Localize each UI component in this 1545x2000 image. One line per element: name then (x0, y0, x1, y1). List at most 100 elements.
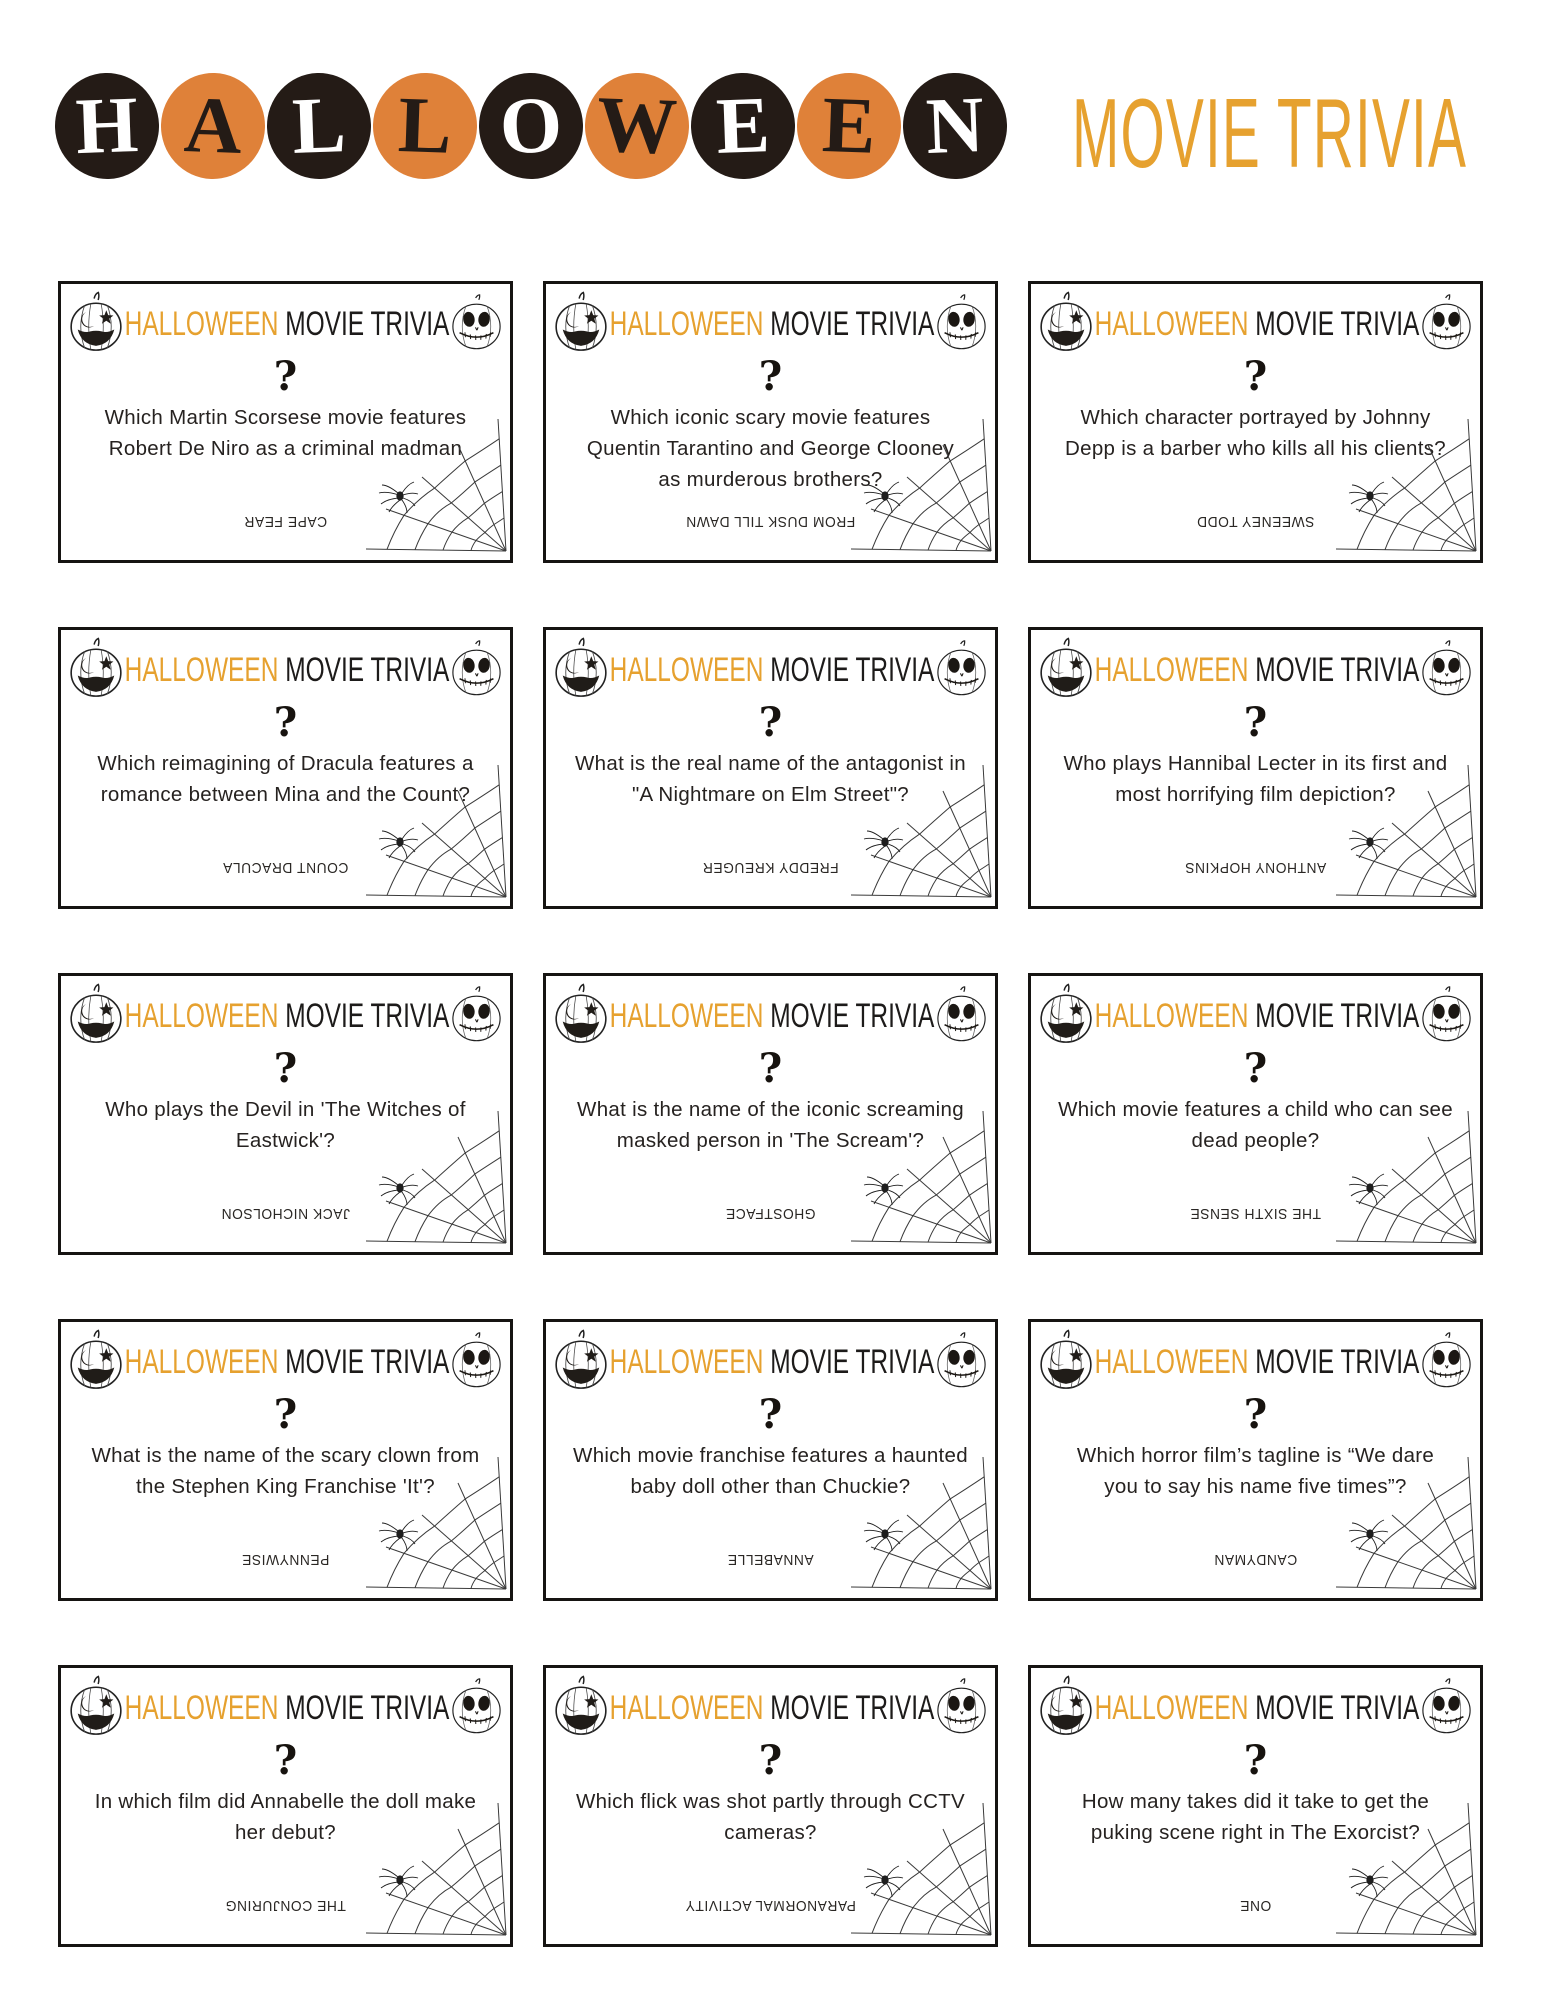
circle-letter: H (74, 80, 140, 172)
letter-circle: E (795, 71, 903, 181)
movie-trivia-label: MOVIE TRIVIA (1248, 1689, 1420, 1727)
trivia-card: HALLOWEEN MOVIE TRIVIA ? Which flick was… (543, 1665, 998, 1947)
card-header: HALLOWEEN MOVIE TRIVIA (546, 982, 995, 1050)
movie-trivia-label: MOVIE TRIVIA (763, 1689, 935, 1727)
scary-pumpkin-icon (448, 984, 505, 1049)
question-mark-icon: ? (1243, 353, 1268, 400)
question-mark-icon: ? (758, 699, 783, 746)
letter-circle: H (53, 71, 161, 181)
trivia-card: HALLOWEEN MOVIE TRIVIA ? How many takes … (1028, 1665, 1483, 1947)
card-question: Which flick was shot partly through CCTV… (575, 1790, 966, 1844)
card-title-box: HALLOWEEN MOVIE TRIVIA (125, 1334, 450, 1390)
spider-icon (1348, 1173, 1389, 1206)
movie-trivia-label: MOVIE TRIVIA (278, 1689, 450, 1727)
card-question: Who plays the Devil in 'The Witches of E… (105, 1098, 466, 1152)
pumpkin-moon-star-icon (1036, 982, 1096, 1050)
scary-pumpkin-icon (1418, 292, 1475, 357)
pumpkin-moon-star-icon (551, 636, 611, 704)
card-answer: THE CONJURING (225, 1897, 346, 1914)
question-mark-icon: ? (1243, 1045, 1268, 1092)
question-mark-icon: ? (273, 1045, 298, 1092)
card-header: HALLOWEEN MOVIE TRIVIA (546, 290, 995, 357)
card-question: Which horror film’s tagline is “We dare … (1076, 1444, 1435, 1498)
card-header: HALLOWEEN MOVIE TRIVIA (61, 1674, 510, 1742)
pumpkin-moon-star-icon (1036, 290, 1096, 358)
halloween-label: HALLOWEEN (609, 305, 764, 343)
question-mark-icon: ? (273, 1737, 298, 1784)
letter-circle: O (477, 71, 585, 181)
scary-pumpkin-icon (448, 292, 505, 357)
letter-circle: N (901, 71, 1009, 181)
card-question: Which iconic scary movie features Quenti… (586, 406, 955, 491)
pumpkin-moon-star-icon (66, 1328, 126, 1396)
card-title: HALLOWEEN MOVIE TRIVIA (125, 999, 450, 1033)
card-header: HALLOWEEN MOVIE TRIVIA (1031, 1328, 1480, 1396)
scary-pumpkin-icon (933, 1676, 990, 1741)
card-answer: ANNABELLE (727, 1551, 814, 1568)
card-title: HALLOWEEN MOVIE TRIVIA (610, 999, 935, 1033)
card-header: HALLOWEEN MOVIE TRIVIA (61, 1328, 510, 1396)
card-title-box: HALLOWEEN MOVIE TRIVIA (1095, 1680, 1420, 1736)
pumpkin-moon-star-icon (1036, 1328, 1096, 1396)
halloween-label: HALLOWEEN (124, 651, 279, 689)
movie-trivia-label: MOVIE TRIVIA (1248, 305, 1420, 343)
card-header: HALLOWEEN MOVIE TRIVIA (61, 636, 510, 701)
spider-icon (863, 827, 904, 860)
spider-icon (378, 1865, 419, 1898)
letter-circle: E (689, 71, 797, 181)
card-answer: ANTHONY HOPKINS (1184, 859, 1327, 876)
halloween-label: HALLOWEEN (124, 1689, 279, 1727)
pumpkin-moon-star-icon (1036, 636, 1096, 704)
card-header: HALLOWEEN MOVIE TRIVIA (546, 1328, 995, 1396)
scary-pumpkin-icon (448, 1676, 505, 1741)
card-answer: JACK NICHOLSON (221, 1205, 350, 1222)
trivia-card: HALLOWEEN MOVIE TRIVIA ? What is the nam… (58, 1319, 513, 1601)
pumpkin-moon-star-icon (551, 982, 611, 1050)
card-answer: SWEENEY TODD (1196, 513, 1315, 530)
movie-trivia-label: MOVIE TRIVIA (1248, 651, 1420, 689)
card-title: HALLOWEEN MOVIE TRIVIA (1095, 999, 1420, 1033)
pumpkin-moon-star-icon (551, 1328, 611, 1396)
question-mark-icon: ? (758, 1045, 783, 1092)
trivia-card: HALLOWEEN MOVIE TRIVIA ? Which Martin Sc… (58, 281, 513, 563)
card-title-box: HALLOWEEN MOVIE TRIVIA (610, 296, 935, 352)
halloween-label: HALLOWEEN (1094, 1689, 1249, 1727)
circle-letter: E (820, 81, 878, 171)
pumpkin-moon-star-icon (66, 982, 126, 1050)
movie-trivia-label: MOVIE TRIVIA (1248, 1343, 1420, 1381)
movie-trivia-label: MOVIE TRIVIA (763, 651, 935, 689)
circle-letter: O (498, 80, 564, 172)
scary-pumpkin-icon (933, 292, 990, 357)
card-title: HALLOWEEN MOVIE TRIVIA (610, 307, 935, 341)
card-question: How many takes did it take to get the pu… (1081, 1790, 1430, 1844)
card-title-box: HALLOWEEN MOVIE TRIVIA (610, 988, 935, 1044)
card-title-box: HALLOWEEN MOVIE TRIVIA (1095, 1334, 1420, 1390)
scary-pumpkin-icon (933, 984, 990, 1049)
spider-icon (1348, 481, 1389, 514)
letter-circle: A (159, 71, 267, 181)
movie-trivia-label: MOVIE TRIVIA (763, 305, 935, 343)
card-header: HALLOWEEN MOVIE TRIVIA (1031, 290, 1480, 358)
movie-trivia-label: MOVIE TRIVIA (278, 1343, 450, 1381)
card-title: HALLOWEEN MOVIE TRIVIA (1095, 1345, 1420, 1379)
pumpkin-moon-star-icon (66, 1674, 126, 1742)
card-title: HALLOWEEN MOVIE TRIVIA (125, 1691, 450, 1725)
movie-trivia-label: MOVIE TRIVIA (278, 305, 450, 343)
card-title: HALLOWEEN MOVIE TRIVIA (125, 307, 450, 341)
card-question: What is the real name of the antagonist … (575, 752, 966, 806)
trivia-card: HALLOWEEN MOVIE TRIVIA ? Which iconic sc… (543, 281, 998, 563)
trivia-card: HALLOWEEN MOVIE TRIVIA ? In which film d… (58, 1665, 513, 1947)
circle-letter: E (714, 81, 772, 171)
circle-letter: L (290, 81, 348, 171)
trivia-card: HALLOWEEN MOVIE TRIVIA ? What is the nam… (543, 973, 998, 1255)
card-answer: FROM DUSK TILL DAWN (685, 513, 856, 530)
card-answer: GHOSTFACE (725, 1205, 816, 1222)
circle-letter: W (595, 80, 679, 172)
trivia-card: HALLOWEEN MOVIE TRIVIA ? Which reimagini… (58, 627, 513, 909)
circle-letter: L (396, 81, 454, 171)
scary-pumpkin-icon (1418, 1330, 1475, 1395)
card-title-box: HALLOWEEN MOVIE TRIVIA (610, 1334, 935, 1390)
card-question: Which character portrayed by Johnny Depp… (1065, 406, 1446, 460)
cards-grid: HALLOWEEN MOVIE TRIVIA ? Which Martin Sc… (58, 281, 1483, 1947)
movie-trivia-label: MOVIE TRIVIA (763, 997, 935, 1035)
